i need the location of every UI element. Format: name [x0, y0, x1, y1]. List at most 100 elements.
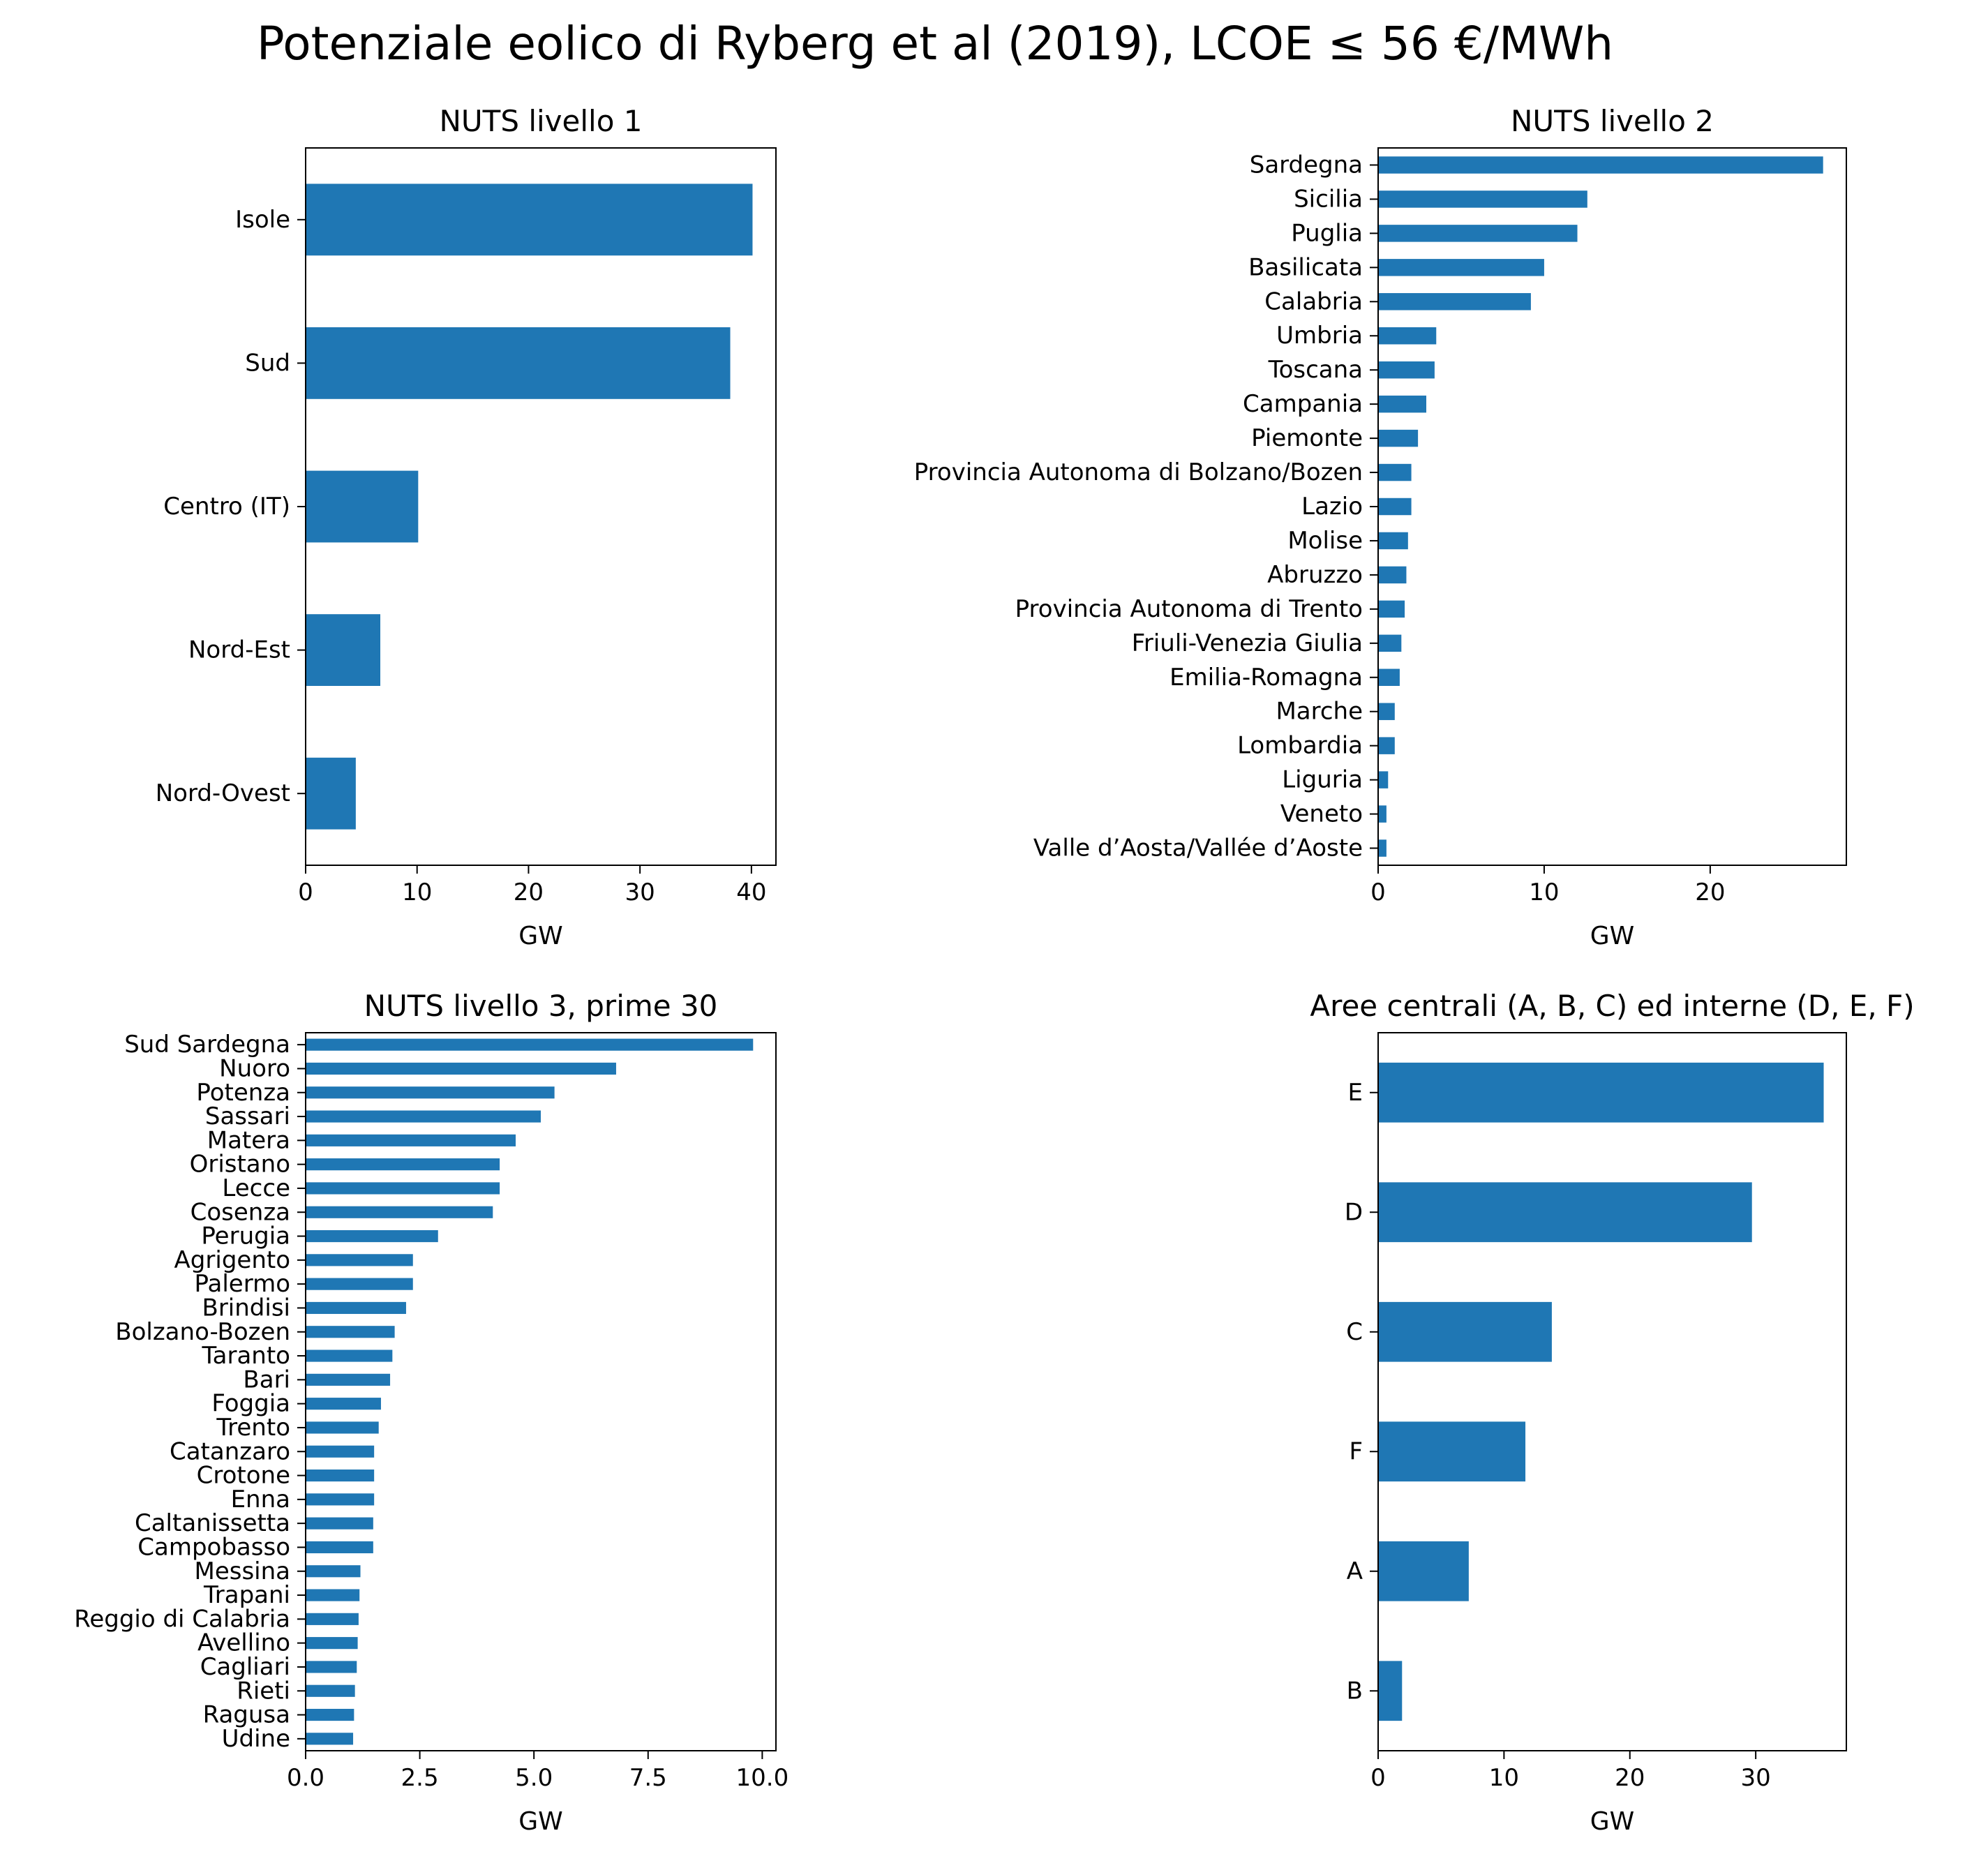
- xtick-label-nuts2: 10: [1529, 879, 1559, 906]
- chart-panel-nuts1: Isole Sud Centro (IT) Nord-Est Nord-Ovest 0 10…: [156, 104, 777, 950]
- bar-nuts2-16: [1378, 668, 1400, 686]
- bar-nuts2-13: [1378, 566, 1407, 584]
- ytick-label-nuts2: Provincia Autonoma di Bolzano/Bozen: [914, 458, 1363, 486]
- ytick-label-nuts3: Cosenza: [190, 1198, 290, 1226]
- x-axis-label-nuts1: GW: [518, 922, 563, 950]
- ytick-label-nuts3: Messina: [194, 1557, 290, 1585]
- bar-nuts2-10: [1378, 463, 1412, 481]
- chart-panel-aree: E D C F A B 0 10 20 30 Aree centrali (A, B, C) ed …: [1310, 989, 1914, 1836]
- ytick-label-aree: B: [1347, 1677, 1363, 1705]
- bar-nuts1-2: [306, 327, 731, 399]
- ytick-label-nuts1: Nord-Ovest: [156, 779, 290, 807]
- bar-nuts2-14: [1378, 600, 1405, 618]
- ytick-label-nuts3: Crotone: [197, 1462, 290, 1490]
- chart-title-nuts2: NUTS livello 2: [1511, 104, 1714, 138]
- bar-aree-1: [1378, 1062, 1824, 1123]
- bar-nuts3-22: [306, 1541, 373, 1554]
- bar-nuts3-17: [306, 1421, 379, 1434]
- bar-nuts3-3: [306, 1086, 555, 1099]
- ytick-label-aree: E: [1348, 1079, 1363, 1107]
- axes-frame-nuts3: [305, 1032, 777, 1751]
- bar-nuts2-3: [1378, 225, 1578, 242]
- bar-nuts2-9: [1378, 429, 1419, 447]
- bar-nuts2-8: [1378, 395, 1427, 413]
- bar-nuts3-14: [306, 1350, 393, 1362]
- bar-nuts2-2: [1378, 190, 1587, 208]
- xtick-label-aree: 30: [1740, 1764, 1770, 1792]
- bar-nuts3-19: [306, 1469, 375, 1482]
- ytick-label-nuts2: Abruzzo: [1267, 561, 1363, 589]
- ytick-label-aree: F: [1349, 1437, 1363, 1465]
- figure-title: Potenziale eolico di Ryberg et al (2019)…: [257, 17, 1613, 70]
- bar-nuts3-4: [306, 1110, 541, 1123]
- xtick-label-nuts3: 0.0: [287, 1764, 324, 1792]
- bar-nuts2-18: [1378, 737, 1395, 754]
- ytick-label-nuts3: Lecce: [222, 1174, 290, 1202]
- bar-aree-6: [1378, 1661, 1403, 1721]
- bar-nuts3-6: [306, 1158, 500, 1171]
- axes-frame-aree: [1377, 1032, 1847, 1751]
- bar-nuts2-1: [1378, 156, 1823, 174]
- bar-aree-3: [1378, 1301, 1552, 1362]
- ytick-label-nuts2: Lazio: [1301, 493, 1363, 521]
- bar-nuts1-5: [306, 757, 356, 830]
- bar-nuts3-25: [306, 1613, 359, 1625]
- ytick-label-nuts3: Bari: [243, 1366, 290, 1393]
- ytick-label-nuts2: Calabria: [1264, 287, 1363, 315]
- bar-nuts3-28: [306, 1684, 355, 1697]
- xtick-label-nuts3: 7.5: [629, 1764, 667, 1792]
- ytick-label-nuts3: Caltanissetta: [135, 1509, 290, 1537]
- bar-aree-4: [1378, 1421, 1526, 1482]
- x-axis-label-nuts3: GW: [518, 1807, 563, 1836]
- xtick-label-aree: 20: [1615, 1764, 1645, 1792]
- ytick-label-nuts2: Sicilia: [1294, 185, 1363, 213]
- xtick-label-nuts1: 0: [298, 879, 313, 906]
- ytick-label-nuts3: Perugia: [201, 1223, 290, 1250]
- bar-nuts3-27: [306, 1661, 357, 1673]
- ytick-label-nuts1: Isole: [235, 206, 290, 234]
- bar-nuts2-21: [1378, 839, 1387, 857]
- bar-nuts2-12: [1378, 532, 1408, 550]
- ytick-label-nuts3: Trento: [216, 1414, 290, 1442]
- bar-nuts3-11: [306, 1278, 413, 1290]
- bar-nuts3-5: [306, 1134, 516, 1146]
- bar-nuts3-16: [306, 1398, 381, 1410]
- ytick-label-nuts3: Sassari: [205, 1102, 290, 1130]
- ytick-label-nuts3: Trapani: [203, 1581, 290, 1609]
- ytick-label-nuts3: Reggio di Calabria: [74, 1605, 290, 1633]
- ytick-label-nuts1: Sud: [245, 349, 290, 377]
- ytick-label-nuts2: Umbria: [1276, 322, 1363, 350]
- bar-nuts3-1: [306, 1038, 754, 1051]
- ytick-label-nuts3: Palermo: [195, 1270, 290, 1298]
- xtick-label-nuts1: 40: [736, 879, 766, 906]
- bar-nuts3-7: [306, 1182, 500, 1195]
- x-axis-label-nuts2: GW: [1590, 922, 1635, 950]
- chart-title-aree: Aree centrali (A, B, C) ed interne (D, E…: [1310, 989, 1914, 1023]
- ytick-label-nuts2: Emilia-Romagna: [1169, 664, 1363, 691]
- bar-nuts3-15: [306, 1373, 391, 1386]
- ytick-label-nuts2: Toscana: [1268, 356, 1363, 384]
- bar-nuts2-19: [1378, 771, 1389, 788]
- ytick-label-nuts3: Taranto: [202, 1342, 290, 1370]
- ytick-label-nuts3: Cagliari: [200, 1653, 290, 1681]
- ytick-label-nuts3: Nuoro: [219, 1054, 290, 1082]
- bar-aree-5: [1378, 1541, 1469, 1601]
- xtick-label-nuts1: 20: [514, 879, 544, 906]
- bar-nuts3-10: [306, 1254, 413, 1266]
- ytick-label-nuts2: Piemonte: [1251, 424, 1363, 452]
- charts-container: Isole Sud Centro (IT) Nord-Est Nord-Ovest 0 10…: [74, 104, 1914, 1836]
- ytick-label-nuts3: Enna: [231, 1486, 290, 1513]
- chart-panel-nuts2: Sardegna Sicilia Puglia Basilicata Calabria U…: [914, 104, 1847, 950]
- bar-nuts1-3: [306, 470, 419, 543]
- x-axis-label-aree: GW: [1590, 1807, 1635, 1836]
- bar-nuts3-23: [306, 1565, 361, 1578]
- xtick-label-nuts1: 10: [402, 879, 432, 906]
- ytick-label-nuts3: Rieti: [237, 1677, 290, 1705]
- bar-nuts3-20: [306, 1493, 375, 1506]
- ytick-label-nuts2: Liguria: [1282, 766, 1363, 794]
- xtick-label-aree: 0: [1370, 1764, 1386, 1792]
- ytick-label-nuts2: Marche: [1276, 698, 1363, 726]
- ytick-label-nuts3: Udine: [222, 1725, 290, 1753]
- xtick-label-nuts3: 2.5: [401, 1764, 439, 1792]
